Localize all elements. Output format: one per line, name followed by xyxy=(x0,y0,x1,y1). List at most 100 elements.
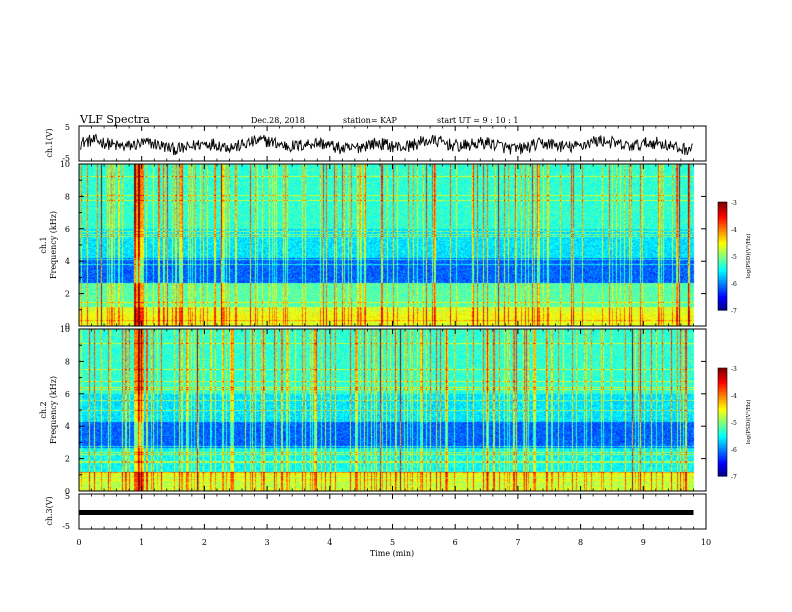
ch2-colorbar-band xyxy=(718,400,727,403)
ch1-colorbar-band xyxy=(718,260,727,263)
ch2-colorbar-band xyxy=(718,394,727,397)
ch2-colorbar-band xyxy=(718,376,727,379)
ch1-colorbar-band xyxy=(718,234,727,237)
ch3-ytick-bottom: -5 xyxy=(62,522,70,531)
ch2-colorbar-band xyxy=(718,466,727,469)
ch1-colorbar-band xyxy=(718,302,727,305)
ch1-colorbar-tick: -6 xyxy=(731,281,737,288)
ch1-colorbar-band xyxy=(718,226,727,229)
ch2-colorbar-band xyxy=(718,374,727,377)
ch2-colorbar-band xyxy=(718,460,727,463)
ch1-colorbar-band xyxy=(718,286,727,289)
ch1-colorbar-band xyxy=(718,266,727,269)
ch2-colorbar-band xyxy=(718,448,727,451)
ch1-colorbar-band xyxy=(718,282,727,285)
x-tick-label: 8 xyxy=(578,538,583,547)
ch1-colorbar-band xyxy=(718,210,727,213)
ch2-colorbar-band xyxy=(718,452,727,455)
ch1-colorbar-band xyxy=(718,264,727,267)
ch1-colorbar-band xyxy=(718,280,727,283)
ch1-colorbar-band xyxy=(718,204,727,207)
ch2-spec-ytick-label: 0 xyxy=(65,487,70,496)
chart-title: VLF Spectra xyxy=(79,113,150,126)
ch2-colorbar-band xyxy=(718,418,727,421)
ch1-colorbar-band xyxy=(718,202,727,205)
ch1-colorbar-band xyxy=(718,284,727,287)
ch1-colorbar-band xyxy=(718,240,727,243)
ch1-colorbar-band xyxy=(718,262,727,265)
ch2-colorbar-band xyxy=(718,440,727,443)
ch2-colorbar-band xyxy=(718,458,727,461)
start-time-label: start UT = 9 : 10 : 1 xyxy=(437,116,518,125)
ch2-colorbar-tick: -5 xyxy=(731,420,737,427)
ch3-ytick-top: 5 xyxy=(65,492,70,501)
ch1-colorbar-band xyxy=(718,246,727,249)
ch2-colorbar-band xyxy=(718,470,727,473)
ch2-colorbar-band xyxy=(718,456,727,459)
ch2-spec-ytick-label: 6 xyxy=(65,390,70,399)
ch2-colorbar-band xyxy=(718,386,727,389)
ch2-colorbar-band xyxy=(718,372,727,375)
ch2-spec-ytick-label: 10 xyxy=(60,325,70,334)
ch1-colorbar-band xyxy=(718,216,727,219)
ch2-colorbar-frame xyxy=(717,367,728,477)
ch2-colorbar-band xyxy=(718,428,727,431)
ch1-colorbar-tick: -5 xyxy=(731,254,737,261)
ch2-colorbar-band xyxy=(718,408,727,411)
ch2-colorbar-band xyxy=(718,472,727,475)
ch1-spectrogram-channel-label: ch.1 xyxy=(39,236,48,253)
ch2-colorbar-band xyxy=(718,402,727,405)
ch2-colorbar-band xyxy=(718,438,727,441)
ch1-colorbar-band xyxy=(718,290,727,293)
ch2-colorbar-band xyxy=(718,434,727,437)
ch1-colorbar-band xyxy=(718,250,727,253)
ch2-colorbar-band xyxy=(718,382,727,385)
ch2-colorbar-band xyxy=(718,430,727,433)
ch1-colorbar-band xyxy=(718,294,727,297)
ch1-colorbar-band xyxy=(718,252,727,255)
ch2-colorbar-band xyxy=(718,468,727,471)
ch1-colorbar-band xyxy=(718,296,727,299)
ch2-colorbar-band xyxy=(718,414,727,417)
ch2-colorbar-band xyxy=(718,416,727,419)
ch1-colorbar-band xyxy=(718,270,727,273)
x-tick-label: 4 xyxy=(327,538,332,547)
ch2-colorbar-tick: -7 xyxy=(731,474,737,481)
ch1-colorbar: -3 -4 -5 -6 -7 log(PSD)(V²/Hz) xyxy=(717,200,752,315)
ch1-colorbar-band xyxy=(718,298,727,301)
ch1-colorbar-tick: -7 xyxy=(731,308,737,315)
ch2-colorbar-band xyxy=(718,404,727,407)
ch2-colorbar-band xyxy=(718,420,727,423)
ch2-colorbar-band xyxy=(718,368,727,371)
x-tick-label: 3 xyxy=(265,538,270,547)
ch2-colorbar-band xyxy=(718,446,727,449)
station-label: station= KAP xyxy=(343,116,398,125)
ch2-spec-ytick-label: 8 xyxy=(65,357,70,366)
ch2-colorbar-band xyxy=(718,450,727,453)
ch2-colorbar-band xyxy=(718,398,727,401)
ch2-colorbar-tick: -6 xyxy=(731,447,737,454)
ch2-colorbar-tick: -4 xyxy=(731,393,737,400)
ch1-spec-ytick-label: 4 xyxy=(65,257,70,266)
ch1-colorbar-tick: -3 xyxy=(731,200,737,207)
ch1-colorbar-band xyxy=(718,272,727,275)
ch1-colorbar-band xyxy=(718,236,727,239)
ch1-colorbar-band xyxy=(718,214,727,217)
ch1-colorbar-band xyxy=(718,212,727,215)
ch1-colorbar-band xyxy=(718,232,727,235)
ch1-spec-ytick-label: 0 xyxy=(65,322,70,331)
ch1-colorbar-frame xyxy=(717,201,728,311)
ch2-colorbar-band xyxy=(718,380,727,383)
ch2-colorbar-band xyxy=(718,384,727,387)
x-axis: 0 1 2 3 4 5 6 7 8 9 10 xyxy=(76,126,711,547)
ch1-colorbar-band xyxy=(718,220,727,223)
x-tick-label: 10 xyxy=(701,538,711,547)
ch1-colorbar-band xyxy=(718,230,727,233)
x-axis-label: Time (min) xyxy=(370,549,414,558)
ch2-colorbar-band xyxy=(718,462,727,465)
ch2-colorbar-band xyxy=(718,422,727,425)
ch2-colorbar-band xyxy=(718,432,727,435)
ch1-colorbar-band xyxy=(718,300,727,303)
ch1-waveform-panel: 5 -5 ch.1(V) xyxy=(45,123,707,163)
